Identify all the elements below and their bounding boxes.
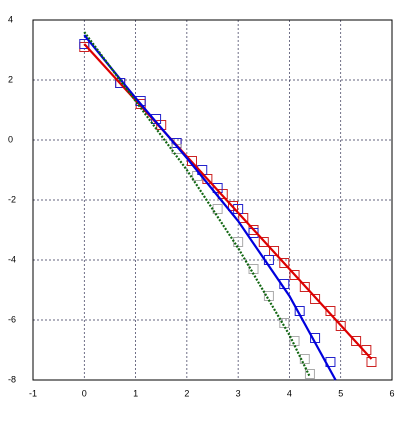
y-tick-label: 0 [8,134,13,144]
marker [263,291,274,301]
x-tick-label: 5 [338,388,343,398]
marker [279,258,290,268]
x-tick-label: 6 [389,388,394,398]
marker [335,321,346,331]
marker [304,369,315,379]
x-tick-label: 0 [82,388,87,398]
marker [258,237,269,247]
x-tick-label: 1 [133,388,138,398]
marker [289,336,300,346]
x-tick-label: 2 [184,388,189,398]
marker [310,294,321,304]
y-tick-label: 2 [8,74,13,84]
marker [228,201,239,211]
plot-frame [32,19,393,381]
marker [351,336,362,346]
marker [289,270,300,280]
x-tick-label: 3 [236,388,241,398]
y-tick-label: 4 [8,14,13,24]
x-tick-label: 4 [287,388,292,398]
y-tick-label: -8 [8,374,16,384]
y-tick-label: -6 [8,314,16,324]
marker [238,213,249,223]
marker [248,264,259,274]
y-tick-label: -4 [8,254,16,264]
line [83,43,373,360]
marker [212,183,223,193]
marker [269,246,280,256]
y-tick-label: -2 [8,194,16,204]
line [83,34,337,381]
x-tick-label: -1 [29,388,37,398]
marker [79,39,90,49]
marker [299,282,310,292]
marker [217,189,228,199]
line [83,31,311,378]
